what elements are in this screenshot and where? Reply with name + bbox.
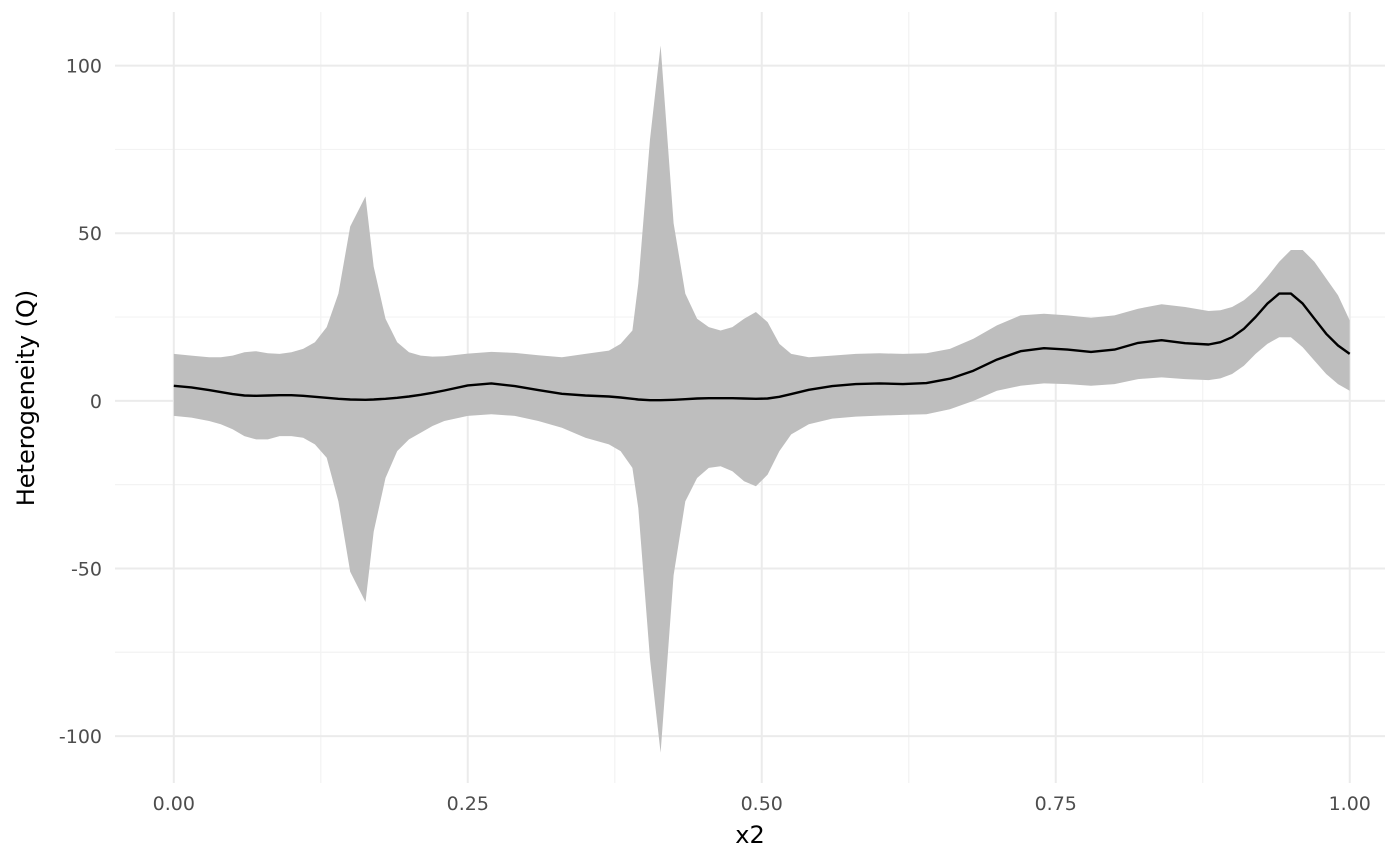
- y-tick-label: 0: [90, 391, 102, 413]
- major-gridlines: [115, 12, 1385, 783]
- x-tick-labels: 0.00 0.25 0.50 0.75 1.00: [153, 793, 1371, 815]
- y-tick-label: 100: [66, 56, 102, 78]
- x-tick-label: 0.25: [447, 793, 489, 815]
- y-tick-label: 50: [78, 223, 102, 245]
- y-tick-label: -50: [71, 558, 102, 580]
- y-tick-label: -100: [59, 726, 102, 748]
- chart-marks: [173, 45, 1351, 753]
- x-tick-label: 0.75: [1035, 793, 1077, 815]
- estimate-line: [173, 292, 1351, 402]
- y-axis-title: Heterogeneity (Q): [12, 290, 40, 507]
- x-tick-label: 0.00: [153, 793, 195, 815]
- x-tick-label: 1.00: [1329, 793, 1371, 815]
- x-tick-label: 0.50: [741, 793, 783, 815]
- x-axis-title: x2: [735, 821, 764, 849]
- y-tick-labels: -100 -50 0 50 100: [59, 56, 102, 748]
